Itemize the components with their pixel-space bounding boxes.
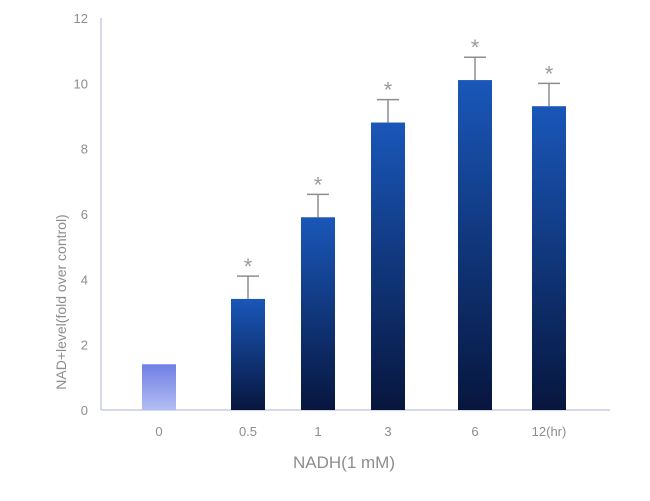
x-tick-label: 6 xyxy=(471,424,478,439)
significance-star: * xyxy=(314,172,323,197)
bar xyxy=(301,217,335,410)
significance-star: * xyxy=(545,61,554,86)
bar xyxy=(142,364,176,410)
bar xyxy=(371,122,405,411)
y-tick-label: 10 xyxy=(74,76,88,91)
significance-star: * xyxy=(471,35,480,60)
y-tick-labels: 0 2 4 6 8 10 12 xyxy=(74,11,88,418)
x-tick-label: 0.5 xyxy=(239,424,257,439)
y-axis-label: NAD+level(fold over control) xyxy=(53,214,69,389)
x-tick-label: 0 xyxy=(155,424,162,439)
axes xyxy=(100,18,610,411)
x-tick-label: 12(hr) xyxy=(532,424,567,439)
y-tick-label: 12 xyxy=(74,11,88,26)
bar xyxy=(458,80,492,411)
y-tick-label: 4 xyxy=(81,272,88,287)
x-tick-label: 3 xyxy=(384,424,391,439)
x-axis-label: NADH(1 mM) xyxy=(293,453,395,472)
bars xyxy=(142,80,566,411)
significance-star: * xyxy=(384,78,393,103)
y-tick-label: 6 xyxy=(81,207,88,222)
bar xyxy=(231,298,265,410)
significance-star: * xyxy=(244,254,253,279)
y-tick-label: 0 xyxy=(81,403,88,418)
x-tick-label: 1 xyxy=(314,424,321,439)
significance-markers: * * * * * xyxy=(244,35,554,279)
error-bars xyxy=(237,56,560,299)
y-tick-label: 2 xyxy=(81,338,88,353)
y-tick-label: 8 xyxy=(81,142,88,157)
bar xyxy=(532,106,566,410)
x-tick-labels: 0 0.5 1 3 6 12(hr) xyxy=(155,424,566,439)
